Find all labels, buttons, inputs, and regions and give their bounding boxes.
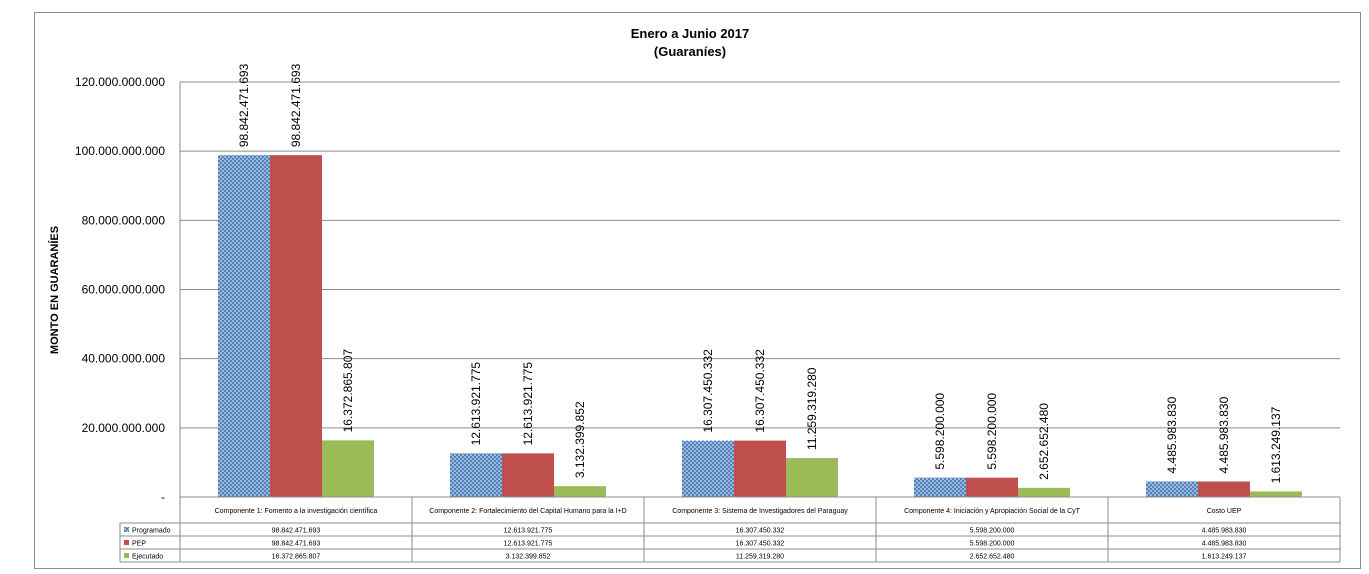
table-cell: 16.307.450.332 (736, 541, 785, 548)
table-cell: 5.598.200.000 (970, 541, 1015, 548)
bar-ejecutado (1250, 491, 1302, 497)
data-label: 5.598.200.000 (985, 393, 999, 470)
bar-pep (966, 477, 1018, 497)
chart-subtitle: (Guaraníes) (654, 44, 726, 59)
table-cell: 5.598.200.000 (970, 528, 1015, 535)
data-label: 1.613.249.137 (1269, 406, 1283, 483)
category-label: Componente 3: Sistema de Investigadores … (672, 508, 848, 515)
y-tick-label: 120.000.000.000 (75, 75, 165, 89)
y-tick-label: 100.000.000.000 (75, 144, 165, 158)
data-label: 11.259.319.280 (805, 367, 819, 450)
table-cell: 98.842.471.693 (272, 528, 321, 535)
bar-programado (682, 440, 734, 497)
legend-label: Ejecutado (132, 554, 163, 561)
table-cell: 1.613.249.137 (1202, 554, 1247, 561)
bar-ejecutado (786, 458, 838, 497)
bar-ejecutado (1018, 487, 1070, 497)
table-cell: 98.842.471.693 (272, 541, 321, 548)
table-cell: 2.652.652.480 (970, 554, 1015, 561)
table-cell: 16.372.865.807 (272, 554, 321, 561)
data-label: 4.485.983.830 (1165, 396, 1179, 473)
category-label: Componente 4: Iniciación y Apropiación S… (904, 508, 1081, 515)
y-tick-label: 80.000.000.000 (82, 213, 166, 227)
data-label: 5.598.200.000 (933, 393, 947, 470)
data-label: 16.307.450.332 (701, 349, 715, 433)
category-label: Costo UEP (1207, 508, 1242, 515)
data-label: 98.842.471.693 (237, 63, 251, 147)
bar-pep (502, 453, 554, 497)
legend-swatch-ejecutado (124, 553, 129, 558)
data-label: 16.307.450.332 (753, 349, 767, 433)
data-label: 4.485.983.830 (1217, 396, 1231, 473)
table-cell: 16.307.450.332 (736, 528, 785, 535)
y-tick-label: 20.000.000.000 (82, 421, 166, 435)
legend-label: PEP (132, 541, 146, 548)
bar-ejecutado (322, 440, 374, 497)
y-axis-label: MONTO EN GUARANÍES (48, 226, 61, 354)
legend-swatch-programado (124, 527, 129, 532)
table-cell: 3.132.399.852 (506, 554, 551, 561)
data-label: 16.372.865.807 (341, 349, 355, 433)
bar-pep (1198, 481, 1250, 497)
data-label: 12.613.921.775 (469, 362, 483, 446)
bar-pep (734, 440, 786, 497)
data-label: 12.613.921.775 (521, 362, 535, 446)
chart-title: Enero a Junio 2017 (631, 26, 750, 41)
data-label: 2.652.652.480 (1037, 403, 1051, 480)
bar-pep (270, 155, 322, 497)
table-cell: 11.259.319.280 (736, 554, 784, 561)
bar-programado (450, 453, 502, 497)
category-label: Componente 1: Fomento a la investigación… (215, 508, 378, 515)
table-cell: 12.613.921.775 (504, 528, 553, 535)
table-cell: 4.485.983.830 (1202, 541, 1247, 548)
bar-programado (1146, 481, 1198, 497)
table-cell: 4.485.983.830 (1202, 528, 1247, 535)
category-label: Componente 2: Fortalecimiento del Capita… (429, 508, 626, 515)
y-tick-label: 60.000.000.000 (82, 283, 166, 297)
bar-programado (914, 477, 966, 497)
bar-programado (218, 155, 270, 497)
y-tick-label: 40.000.000.000 (82, 352, 166, 366)
legend-swatch-pep (124, 540, 129, 545)
table-cell: 12.613.921.775 (504, 541, 553, 548)
y-tick-label: - (161, 490, 165, 504)
legend-label: Programado (132, 528, 171, 535)
bar-ejecutado (554, 486, 606, 497)
data-label: 3.132.399.852 (573, 401, 587, 478)
data-label: 98.842.471.693 (289, 63, 303, 147)
